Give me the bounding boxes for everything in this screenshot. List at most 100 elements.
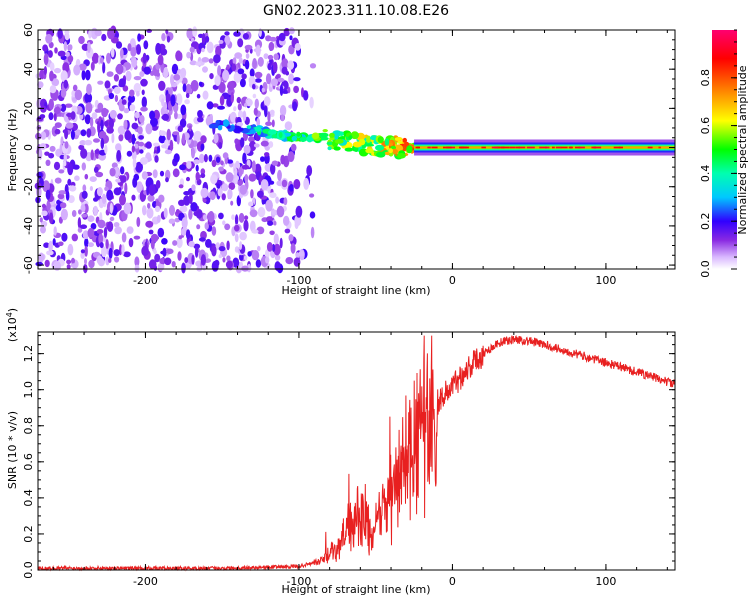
noise-blob <box>82 184 87 192</box>
noise-blob <box>123 251 131 258</box>
noise-blob <box>266 242 273 252</box>
noise-blob <box>195 61 201 66</box>
noise-blob <box>225 172 234 183</box>
noise-blob <box>163 101 168 111</box>
noise-blob <box>253 107 258 116</box>
noise-blob <box>123 119 128 130</box>
noise-blob <box>64 103 73 108</box>
signal-blob <box>217 125 223 131</box>
noise-blob <box>288 234 294 242</box>
noise-blob <box>179 205 188 213</box>
noise-blob <box>244 44 253 51</box>
noise-blob <box>48 98 54 111</box>
noise-blob <box>205 35 210 43</box>
steady-line-peak <box>427 146 431 149</box>
noise-blob <box>211 159 217 168</box>
noise-blob <box>174 111 178 120</box>
noise-blob <box>293 85 299 94</box>
noise-blob <box>140 106 148 112</box>
steady-line-peak <box>509 146 516 149</box>
noise-blob <box>268 41 275 51</box>
noise-blob <box>181 262 186 274</box>
noise-blob <box>140 78 148 87</box>
noise-blob <box>276 205 285 218</box>
noise-blob <box>161 238 168 245</box>
noise-blob <box>134 143 139 149</box>
noise-blob <box>265 199 273 212</box>
noise-blob <box>183 191 191 196</box>
noise-blob <box>93 166 99 174</box>
steady-line-peak <box>500 146 504 149</box>
noise-blob <box>184 257 189 264</box>
signal-blob <box>278 132 283 138</box>
noise-blob <box>184 99 190 105</box>
steady-line-peak <box>491 146 499 149</box>
x-tick-label: 100 <box>595 274 616 287</box>
noise-blob <box>120 166 125 175</box>
noise-blob <box>48 112 54 121</box>
noise-blob <box>237 103 242 111</box>
signal-blob <box>334 139 344 144</box>
noise-blob <box>181 133 186 145</box>
noise-blob <box>64 32 70 41</box>
noise-blob <box>171 63 179 75</box>
signal-blob <box>208 123 219 129</box>
noise-blob <box>61 232 68 242</box>
signal-blob <box>223 119 229 127</box>
noise-blob <box>208 154 213 162</box>
noise-blob <box>196 224 201 230</box>
noise-blob <box>58 190 66 195</box>
noise-blob <box>109 216 115 222</box>
noise-blob <box>40 131 47 140</box>
noise-blob <box>101 107 108 118</box>
noise-blob <box>153 109 160 121</box>
noise-blob <box>72 84 78 92</box>
noise-blob <box>98 131 107 139</box>
noise-blob <box>145 220 154 228</box>
signal-blob <box>402 137 407 143</box>
noise-blob <box>209 73 214 80</box>
noise-blob <box>113 222 120 228</box>
signal-blob <box>365 148 374 154</box>
noise-blob <box>67 195 75 204</box>
noise-blob <box>74 175 80 181</box>
noise-blob <box>298 251 305 257</box>
noise-blob <box>118 134 124 142</box>
noise-blob <box>303 91 309 101</box>
x-tick-label: -200 <box>133 274 158 287</box>
noise-blob <box>260 140 269 147</box>
noise-blob <box>230 92 234 104</box>
noise-blob <box>142 205 147 216</box>
noise-blob <box>115 41 123 49</box>
noise-blob <box>148 184 156 196</box>
noise-blob <box>202 90 209 100</box>
noise-blob <box>84 245 88 257</box>
noise-blob <box>143 40 149 50</box>
noise-blob <box>154 253 161 263</box>
snr-y-scale: (x104) <box>5 308 19 342</box>
signal-blob <box>377 136 384 144</box>
noise-blob <box>269 36 277 42</box>
noise-blob <box>206 101 214 110</box>
noise-blob <box>255 259 262 268</box>
noise-blob <box>152 169 158 179</box>
noise-blob <box>257 56 264 67</box>
noise-blob <box>303 177 310 190</box>
y-tick-label: -40 <box>22 217 35 235</box>
x-tick-label: -100 <box>286 274 311 287</box>
noise-blob <box>109 118 114 129</box>
noise-blob <box>136 216 141 228</box>
noise-blob <box>272 243 276 252</box>
noise-blob <box>244 215 249 220</box>
noise-blob <box>200 173 206 179</box>
snr-panel: -200 -100 0 100 0.0 0.2 0.4 0.6 0.8 1.0 1.2 Heigh… <box>5 308 676 596</box>
noise-blob <box>81 69 86 81</box>
x-tick-label: -100 <box>286 575 311 588</box>
snr-x-label: Height of straight line (km) <box>281 583 430 596</box>
noise-blob <box>239 184 247 195</box>
noise-blob <box>231 63 237 72</box>
noise-blob <box>60 208 68 221</box>
noise-blob <box>63 152 67 164</box>
noise-blob <box>54 47 58 54</box>
noise-blob <box>194 246 199 258</box>
